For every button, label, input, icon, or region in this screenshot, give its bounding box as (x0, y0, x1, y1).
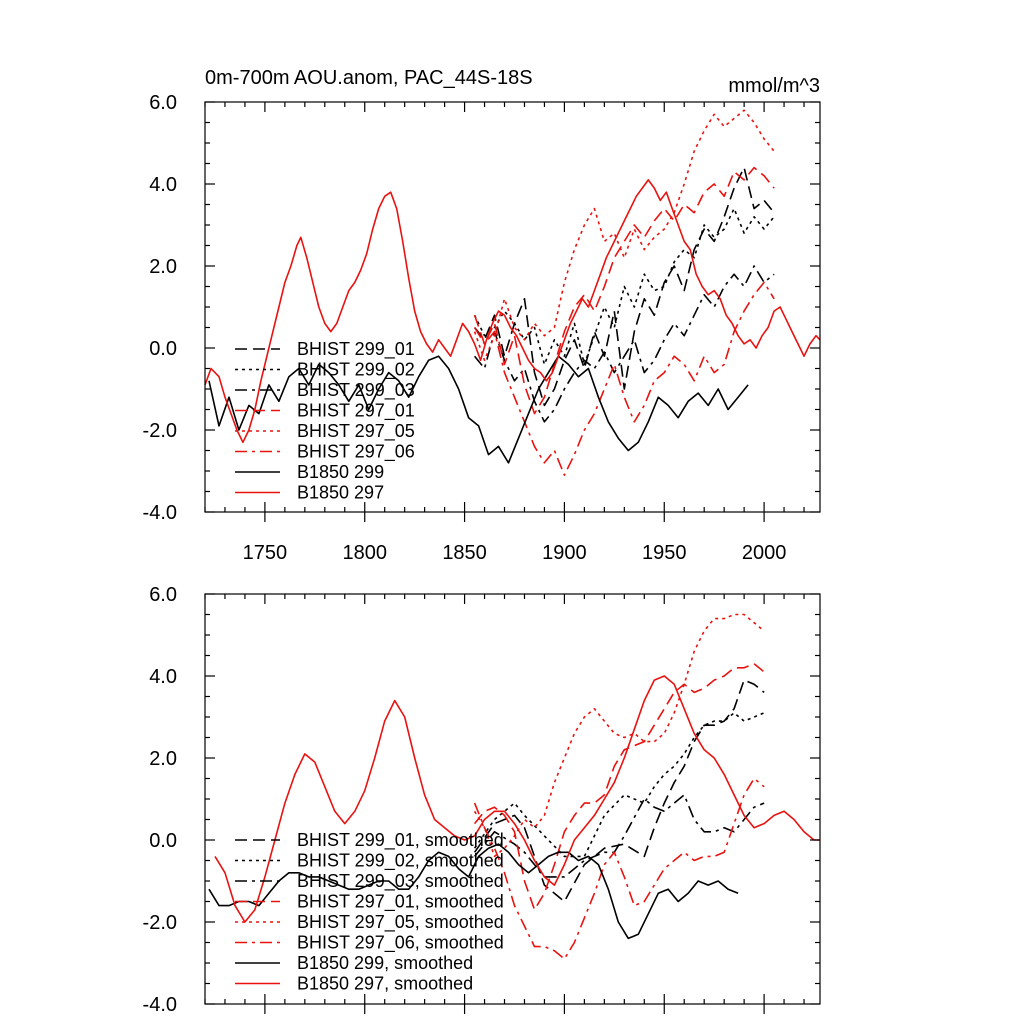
bottom-panel: -4.0 -2.0 0.0 2.0 4.0 6.0 BHIST 299_01, smoot… (143, 584, 821, 1016)
series-line-7 (204, 179, 821, 444)
legend-label: B1850 299, smoothed (297, 953, 473, 973)
series-line-3 (473, 662, 765, 911)
legend-label: BHIST 297_06 (297, 442, 415, 463)
series-line-0 (473, 166, 775, 407)
legend-label: BHIST 297_06, smoothed (297, 933, 504, 954)
top-panel-title: 0m-700m AOU.anom, PAC_44S-18S (205, 67, 533, 89)
legend-label: BHIST 297_05, smoothed (297, 912, 504, 933)
top-panel-units: mmol/m^3 (728, 75, 820, 97)
series-line-1 (473, 712, 765, 858)
legend-label: B1850 299 (297, 462, 384, 482)
series-line-4 (473, 109, 775, 362)
top-panel-series (204, 109, 821, 476)
series-line-3 (473, 166, 775, 415)
y-tick-label: 4.0 (149, 174, 177, 196)
legend-label: BHIST 297_01 (297, 401, 415, 422)
series-line-4 (473, 613, 765, 858)
legend-label: BHIST 299_03 (297, 380, 415, 401)
y-tick-label: 2.0 (149, 748, 177, 770)
legend-label: BHIST 299_01 (297, 339, 415, 360)
y-tick-label: 0.0 (149, 830, 177, 852)
y-tick-label: -2.0 (143, 420, 177, 442)
y-tick-label: -2.0 (143, 912, 177, 934)
x-tick-label: 1900 (542, 542, 587, 564)
series-line-5 (473, 777, 765, 960)
bottom-panel-ticks: -4.0 -2.0 0.0 2.0 4.0 6.0 (143, 584, 820, 1016)
y-tick-label: 6.0 (149, 92, 177, 114)
x-tick-label: 1800 (342, 542, 387, 564)
x-tick-label: 1950 (642, 542, 687, 564)
series-line-2 (473, 794, 765, 878)
legend-label: BHIST 299_02, smoothed (297, 851, 504, 872)
x-tick-label: 2000 (742, 542, 787, 564)
legend-label: B1850 297 (297, 483, 384, 503)
series-line-7 (214, 675, 820, 923)
x-tick-label: 1850 (442, 542, 487, 564)
y-tick-label: -4.0 (143, 994, 177, 1016)
y-tick-label: 4.0 (149, 666, 177, 688)
y-tick-label: 2.0 (149, 256, 177, 278)
legend-label: BHIST 299_01, smoothed (297, 830, 504, 851)
series-line-6 (208, 355, 749, 464)
legend-label: BHIST 299_03, smoothed (297, 871, 504, 892)
top-panel-ticks: -4.0 -2.0 0.0 2.0 4.0 6.0 1750 1800 1850 1900 1950… (143, 92, 820, 564)
legend-label: BHIST 297_05 (297, 421, 415, 442)
bottom-panel-series (208, 613, 820, 960)
series-line-2 (473, 265, 775, 423)
y-tick-label: 0.0 (149, 338, 177, 360)
y-tick-label: 6.0 (149, 584, 177, 606)
series-line-6 (208, 843, 739, 940)
legend-label: BHIST 299_02 (297, 360, 415, 381)
top-panel: -4.0 -2.0 0.0 2.0 4.0 6.0 1750 1800 1850 1900 1950… (143, 92, 821, 564)
legend-label: B1850 297, smoothed (297, 974, 473, 994)
series-line-1 (473, 207, 775, 366)
series-line-0 (473, 679, 765, 903)
y-tick-label: -4.0 (143, 502, 177, 524)
legend-label: BHIST 297_01, smoothed (297, 892, 504, 913)
x-tick-label: 1750 (243, 542, 288, 564)
